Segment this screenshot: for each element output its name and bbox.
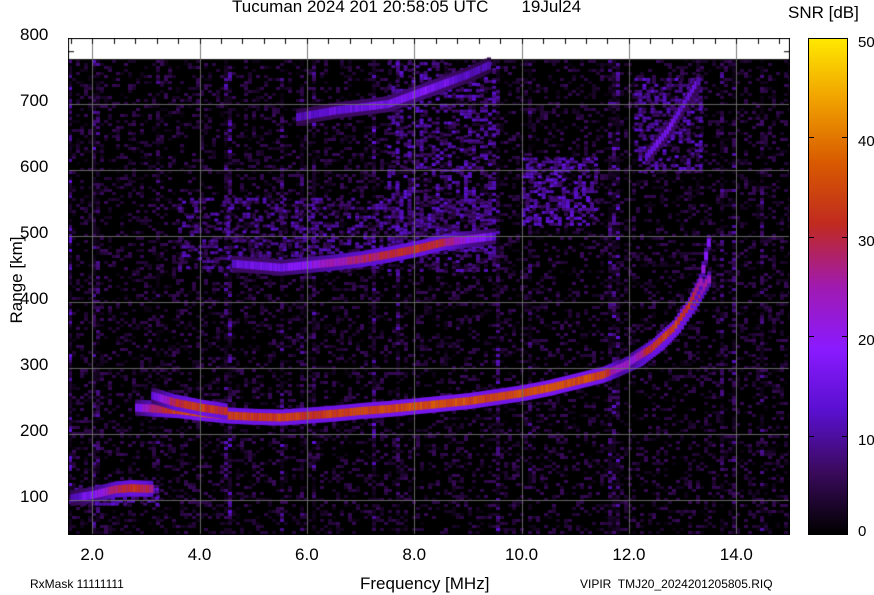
y-tick-label: 100 bbox=[20, 487, 49, 507]
colorbar-tick-mark bbox=[808, 236, 814, 238]
colorbar-tick-mark bbox=[808, 336, 814, 338]
y-tick-label: 600 bbox=[20, 157, 49, 176]
colorbar-tick-mark bbox=[842, 435, 848, 437]
x-axis-label: Frequency [MHz] bbox=[360, 574, 490, 593]
colorbar-tick-mark bbox=[808, 137, 814, 139]
file-info-label: VIPIR TMJ20_2024201205805.RIQ bbox=[580, 577, 773, 591]
colorbar-tick-mark bbox=[842, 137, 848, 139]
colorbar-tick-label: 10 bbox=[858, 431, 874, 449]
colorbar-title: SNR [dB] bbox=[788, 3, 859, 22]
x-tick-label: 8.0 bbox=[402, 545, 427, 564]
y-tick-label: 700 bbox=[20, 91, 49, 110]
x-tick-label: 10.0 bbox=[505, 545, 539, 564]
colorbar bbox=[808, 38, 848, 535]
y-axis-label: Range [km] bbox=[7, 236, 26, 324]
y-tick-label: 400 bbox=[20, 289, 49, 308]
y-tick-label: 500 bbox=[20, 223, 49, 242]
y-tick-label: 800 bbox=[20, 25, 49, 44]
colorbar-tick-mark bbox=[842, 236, 848, 238]
colorbar-tick-label: 30 bbox=[858, 232, 874, 250]
x-tick-label: 12.0 bbox=[612, 545, 646, 564]
rxmask-label: RxMask 11111111 bbox=[30, 577, 124, 591]
colorbar-tick-label: 20 bbox=[858, 332, 874, 350]
x-tick-label: 2.0 bbox=[80, 545, 104, 564]
y-tick-label: 300 bbox=[20, 355, 49, 374]
x-tick-label: 4.0 bbox=[187, 545, 212, 564]
colorbar-tick-label: 0 bbox=[858, 523, 867, 540]
colorbar-tick-label: 40 bbox=[858, 133, 874, 151]
colorbar-tick-mark bbox=[808, 435, 814, 437]
x-tick-label: 14.0 bbox=[719, 545, 753, 564]
chart-title: Tucuman 2024 201 20:58:05 UTC 19Jul24 bbox=[232, 0, 582, 16]
y-tick-label: 200 bbox=[20, 421, 49, 441]
colorbar-tick-mark bbox=[842, 336, 848, 338]
colorbar-tick-label: 50 bbox=[858, 34, 874, 51]
x-tick-label: 6.0 bbox=[295, 545, 319, 564]
ionogram-heatmap bbox=[68, 38, 790, 535]
